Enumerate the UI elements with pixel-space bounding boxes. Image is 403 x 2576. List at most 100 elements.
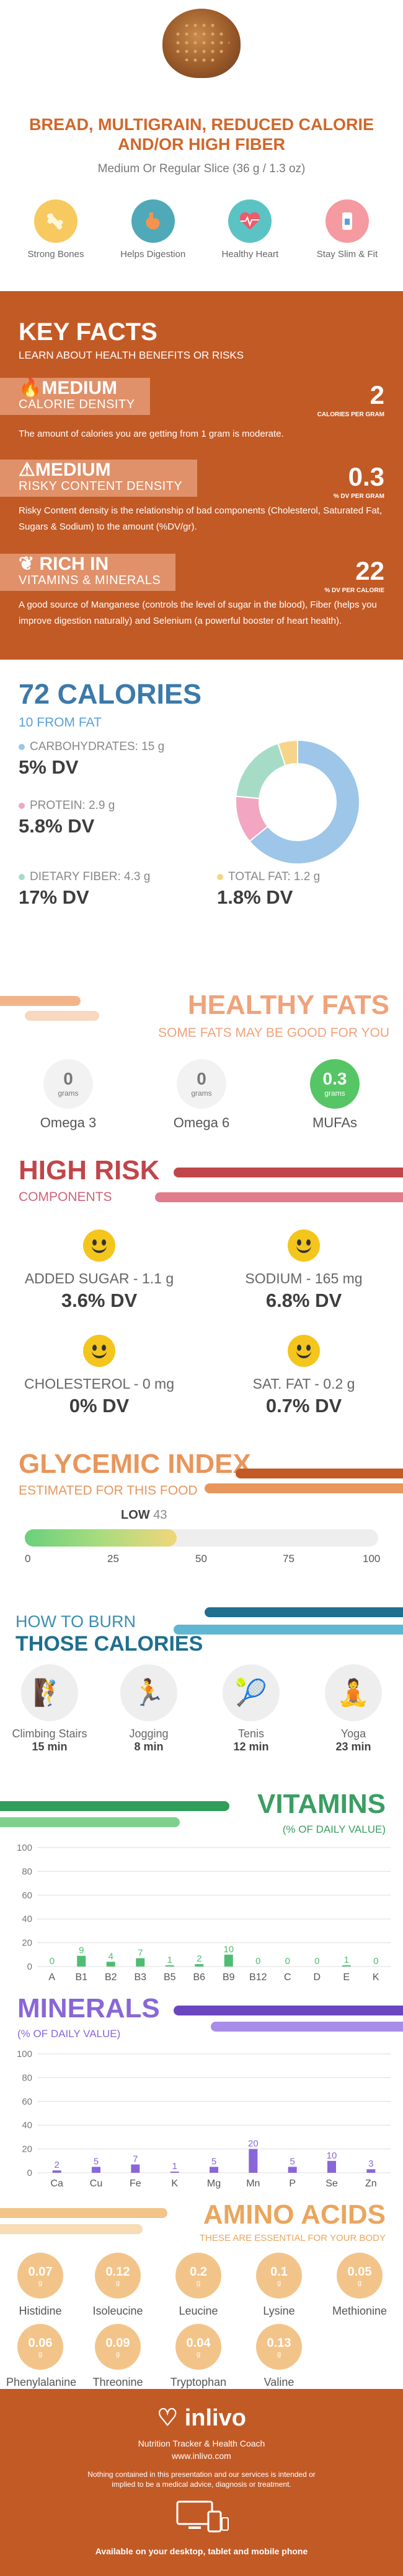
nutrient-label: PROTEIN: 2.9 g [30, 799, 115, 812]
serving-size: Medium Or Regular Slice (36 g / 1.3 oz) [97, 162, 306, 175]
decor-stripe [205, 1607, 403, 1617]
calories-section: 72 CALORIES 10 FROM FAT CARBOHYDRATES: 1… [0, 660, 403, 985]
y-tick-label: 60 [22, 1890, 32, 1901]
amino-subtitle: THESE ARE ESSENTIAL FOR YOUR BODY [199, 2233, 386, 2243]
decor-stripe [0, 2208, 167, 2218]
activity-time: 12 min [233, 1740, 269, 1753]
x-tick-label: D [313, 1972, 321, 1983]
bar-K [170, 2172, 179, 2173]
bar-value-label: 2 [197, 1954, 202, 1964]
x-tick-label: Zn [365, 2178, 377, 2189]
bar-value-label: 5 [94, 2156, 99, 2167]
nutrient-dv: 5% DV [19, 756, 79, 778]
footer-url[interactable]: www.inlivo.com [172, 2451, 231, 2461]
brand-heart-icon: ♡ [157, 2405, 179, 2431]
amino-name: Threonine [92, 2376, 143, 2388]
fat-omega3: 0 grams Omega 3 [25, 1059, 112, 1131]
y-tick-label: 80 [22, 2072, 32, 2083]
leaf-icon: ❦ [19, 554, 40, 574]
x-tick-label: A [48, 1972, 55, 1983]
fact-description: The amount of calories you are getting f… [19, 429, 284, 439]
fact-tag: ❦ RICH IN VITAMINS & MINERALS [0, 554, 176, 591]
decor-stripe [0, 1817, 180, 1827]
amino-circle: 0.06 g [17, 2324, 63, 2370]
activity-time: 15 min [32, 1740, 68, 1753]
activity-name: Tenis [237, 1727, 265, 1740]
amino-methionine: 0.05 g Methionine [326, 2253, 394, 2318]
nutrient-label: CARBOHYDRATES: 15 g [30, 740, 165, 753]
x-tick-label: B1 [75, 1972, 87, 1983]
glycemic-subtitle: ESTIMATED FOR THIS FOOD [19, 1483, 198, 1498]
gi-value: 43 [153, 1508, 167, 1522]
risk-cholesterol: CHOLESTEROL - 0 mg 0% DV [19, 1335, 180, 1417]
activity-jogging: 🏃 Jogging 8 min [108, 1664, 189, 1753]
bar-Se [327, 2160, 336, 2173]
bar-value-label: 7 [138, 1948, 143, 1958]
y-tick-label: 60 [22, 2097, 32, 2107]
amino-unit: g [277, 2279, 281, 2287]
bar-Zn [366, 2169, 376, 2173]
risk-dv: 0.7% DV [265, 1395, 342, 1417]
amino-name: Tryptophan [170, 2376, 227, 2388]
x-tick-label: P [289, 2178, 296, 2189]
fat-circle: 0 grams [43, 1059, 93, 1109]
nutrient-total-fat: TOTAL FAT: 1.2 g 1.8% DV [217, 870, 320, 909]
risk-dv: 6.8% DV [265, 1290, 342, 1311]
bar-B3 [136, 1958, 145, 1967]
glycemic-title: GLYCEMIC INDEX [19, 1449, 251, 1479]
fat-omega6: 0 grams Omega 6 [158, 1059, 245, 1131]
decor-stripe [0, 1801, 229, 1811]
benefit-label: Strong Bones [27, 249, 84, 260]
bar-Fe [131, 2164, 140, 2173]
benefit-label: Healthy Heart [221, 249, 279, 260]
key-facts-title: KEY FACTS [19, 318, 157, 346]
activity-yoga: 🧘 Yoga 23 min [313, 1664, 394, 1753]
bread-image [162, 9, 241, 78]
decor-stripe [211, 2022, 403, 2032]
donut-slice-total-fat [277, 740, 298, 767]
x-tick-label: Cu [90, 2178, 102, 2189]
minerals-title: MINERALS [17, 1993, 160, 2024]
amino-value: 0.12 [105, 2265, 130, 2279]
y-tick-label: 40 [22, 2120, 32, 2131]
y-tick-label: 20 [22, 1938, 32, 1949]
amino-value: 0.1 [270, 2265, 288, 2279]
nutrient-dv: 5.8% DV [19, 815, 95, 837]
amino-name: Leucine [179, 2305, 218, 2317]
activity-name: Jogging [129, 1727, 169, 1740]
benefit-label: Helps Digestion [120, 249, 186, 260]
amino-unit: g [196, 2279, 201, 2287]
food-title: BREAD, MULTIGRAIN, REDUCED CALORIE AND/O… [29, 115, 374, 154]
bar-B1 [77, 1955, 86, 1967]
decor-stripe [174, 2006, 403, 2015]
amino-circle: 0.2 g [175, 2253, 221, 2299]
gi-tick: 25 [107, 1553, 119, 1565]
fact-description: A good source of Manganese (controls the… [19, 600, 377, 626]
footer-section: ♡ inlivo Nutrition Tracker & Health Coac… [0, 2389, 403, 2576]
high-risk-title: HIGH RISK [19, 1155, 160, 1185]
burn-title-bottom: THOSE CALORIES [16, 1632, 203, 1656]
x-tick-label: Fe [130, 2178, 141, 2189]
x-tick-label: Mg [207, 2178, 221, 2189]
donut-slice-dietary-fiber [236, 742, 286, 800]
legend-dot [19, 803, 25, 809]
benefit-healthy-heart: Healthy Heart [210, 199, 290, 260]
bar-value-label: 1 [167, 1955, 172, 1965]
fat-label: MUFAs [312, 1115, 358, 1130]
x-tick-label: B12 [249, 1972, 267, 1983]
bar-value-label: 7 [133, 2154, 138, 2165]
fat-circle: 0 grams [177, 1059, 226, 1109]
running-icon: 🏃 [120, 1664, 177, 1721]
decor-stripe [174, 1168, 403, 1177]
fat-value: 0.3 [322, 1069, 347, 1088]
benefit-slim-fit: Stay Slim & Fit [307, 199, 388, 260]
y-tick-label: 20 [22, 2144, 32, 2155]
nutrient-label: TOTAL FAT: 1.2 g [228, 870, 321, 883]
amino-unit: g [115, 2351, 120, 2358]
amino-value: 0.04 [186, 2336, 211, 2350]
fact-level: RICH IN [39, 554, 109, 574]
bar-B5 [165, 1965, 174, 1967]
warning-icon: ⚠ [19, 460, 35, 480]
amino-name: Valine [264, 2376, 294, 2388]
healthy-fats-section: HEALTHY FATS SOME FATS MAY BE GOOD FOR Y… [0, 985, 403, 1149]
